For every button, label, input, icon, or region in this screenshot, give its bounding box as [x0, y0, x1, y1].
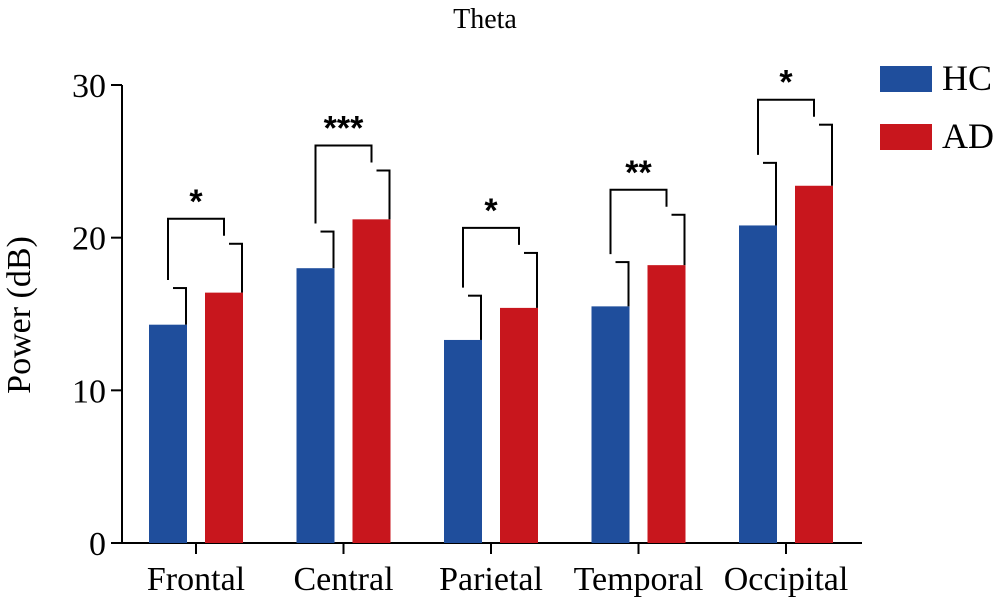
significance-bracket	[167, 217, 225, 281]
legend-label-hc: HC	[942, 58, 992, 98]
bar-ad	[500, 307, 538, 543]
x-tick-label: Central	[293, 561, 393, 598]
legend-swatch-hc	[880, 66, 932, 92]
bar-hc	[149, 324, 187, 543]
y-axis-label: Power (dB)	[1, 236, 38, 394]
bar-hc	[591, 306, 630, 543]
significance-marker: *	[189, 183, 203, 221]
y-tick-label: 10	[72, 373, 106, 410]
x-tick-label: Temporal	[574, 561, 704, 598]
bar-hc	[739, 225, 777, 543]
x-tick-label: Parietal	[439, 561, 543, 598]
bar-ad	[647, 265, 686, 543]
x-tick-label: Occipital	[724, 561, 849, 598]
y-tick-label: 20	[72, 221, 106, 258]
significance-marker: *	[779, 64, 793, 102]
x-tick-label: Frontal	[147, 561, 245, 598]
bar-hc	[444, 339, 482, 543]
y-tick-label: 30	[72, 68, 106, 105]
significance-marker: ***	[324, 109, 364, 147]
significance-bracket	[314, 144, 373, 224]
significance-bracket	[609, 188, 668, 255]
bar-hc	[296, 268, 335, 543]
plot-area: 0102030Frontal*Central***Parietal*Tempor…	[72, 64, 862, 598]
significance-bracket	[462, 226, 520, 288]
y-tick-label: 0	[89, 526, 106, 563]
significance-marker: *	[484, 192, 498, 230]
significance-marker: **	[625, 154, 652, 192]
bar-ad	[795, 185, 833, 543]
legend: HC AD	[880, 58, 994, 156]
significance-bracket	[757, 98, 815, 155]
legend-label-ad: AD	[942, 116, 994, 156]
chart-title: Theta	[453, 4, 517, 35]
legend-swatch-ad	[880, 124, 932, 150]
bar-ad	[205, 292, 243, 543]
bar-ad	[352, 219, 391, 543]
